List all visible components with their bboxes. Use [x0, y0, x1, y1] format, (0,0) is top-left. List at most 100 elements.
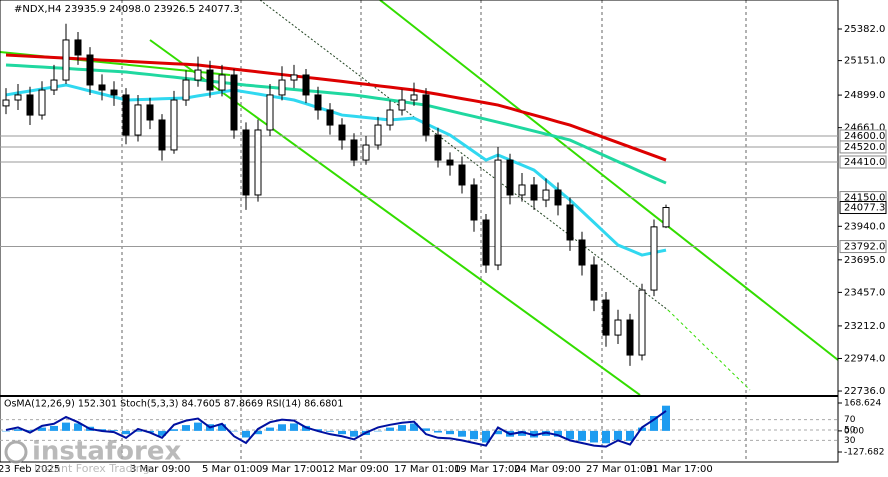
- x-tick-label: 12 Mar 09:00: [322, 464, 389, 475]
- osma-bar: [62, 422, 70, 431]
- candle-body: [482, 219, 490, 266]
- candle-body: [98, 84, 106, 91]
- candle-body: [662, 207, 670, 228]
- candle-body: [554, 189, 562, 206]
- rsi-line: [5, 410, 667, 448]
- candle-body: [86, 54, 94, 86]
- osma-bar: [218, 424, 226, 431]
- osma-bar: [2, 430, 10, 432]
- candle-body: [590, 264, 598, 301]
- candle-body: [458, 164, 466, 186]
- candle-body: [374, 124, 382, 146]
- level-box: [839, 140, 887, 154]
- candle-body: [422, 94, 430, 136]
- candle-body: [158, 119, 166, 151]
- candle-body: [578, 239, 586, 266]
- osma-bar: [278, 424, 286, 431]
- trend-line: [259, 0, 669, 311]
- candle-body: [62, 39, 70, 81]
- x-tick-label: 24 Mar 09:00: [514, 464, 581, 475]
- osma-bar: [26, 430, 34, 431]
- y-tick-label: 23457.0: [844, 287, 885, 298]
- osma-bar: [50, 425, 58, 431]
- candle-body: [518, 184, 526, 196]
- candle-body: [650, 226, 658, 291]
- osma-bar: [158, 430, 166, 436]
- osma-bar: [122, 430, 130, 435]
- moving-average: [5, 83, 667, 257]
- channel-line: [379, 0, 839, 361]
- candle-body: [2, 99, 10, 107]
- osma-bar: [338, 430, 346, 435]
- x-tick-label: 27 Mar 01:00: [586, 464, 653, 475]
- candle-body: [362, 144, 370, 161]
- trend-line: [667, 309, 751, 391]
- osma-bar: [458, 430, 466, 437]
- osma-bar: [326, 430, 334, 432]
- osma-bar: [446, 430, 454, 435]
- osma-bar: [410, 423, 418, 431]
- candle-body: [74, 39, 82, 56]
- osma-bar: [266, 427, 274, 431]
- candle-body: [386, 109, 394, 126]
- y-tick-label: 24899.0: [844, 90, 885, 101]
- candle-body: [626, 319, 634, 356]
- osma-bar: [194, 422, 202, 431]
- candle-body: [290, 74, 298, 81]
- oscillator-title: OsMA(12,26,9) 152.301 Stoch(5,3,3) 84.76…: [4, 399, 343, 410]
- x-tick-label: 9 Mar 17:00: [262, 464, 322, 475]
- osma-bar: [434, 430, 442, 433]
- y2-tick-label: 168.624: [844, 399, 881, 409]
- level-box: [839, 240, 887, 254]
- x-tick-label: 19 Mar 17:00: [454, 464, 521, 475]
- moving-average: [5, 53, 667, 162]
- candle-body: [302, 74, 310, 96]
- osma-bar: [134, 430, 142, 432]
- candle-body: [614, 319, 622, 336]
- osma-bar: [662, 405, 670, 431]
- y-tick-label: 25382.0: [844, 24, 885, 35]
- level-label: 24520.0: [844, 142, 885, 153]
- level-label: 23792.0: [844, 242, 885, 253]
- candle-body: [134, 104, 142, 136]
- candle-body: [326, 109, 334, 126]
- candle-body: [410, 94, 418, 101]
- candle-body: [206, 69, 214, 91]
- osma-bar: [182, 425, 190, 431]
- osma-bar: [518, 430, 526, 436]
- osma-bar: [170, 429, 178, 431]
- y-tick-label: 23212.0: [844, 321, 885, 332]
- osma-bar: [470, 430, 478, 440]
- osma-bar: [614, 430, 622, 440]
- osma-bar: [578, 430, 586, 441]
- candle-body: [446, 159, 454, 166]
- osma-bar: [230, 430, 238, 432]
- watermark-tagline: Instant Forex Trading: [34, 462, 150, 475]
- y-tick-label: 25151.0: [844, 56, 885, 67]
- osma-bar: [374, 430, 382, 432]
- candle-body: [530, 184, 538, 201]
- candle-body: [230, 74, 238, 131]
- candle-body: [494, 159, 502, 266]
- osma-bar: [14, 429, 22, 431]
- y-tick-label: 24661.0: [844, 123, 885, 134]
- plot-frame: [0, 0, 839, 463]
- price-box: [839, 201, 887, 215]
- osma-bar: [74, 423, 82, 431]
- osma-bar: [566, 430, 574, 440]
- x-tick-label: 3 Mar 09:00: [130, 464, 190, 475]
- osma-bar: [494, 430, 502, 435]
- watermark: instaforex Instant Forex Trading: [4, 437, 182, 475]
- candle-body: [470, 184, 478, 221]
- y-tick-label: 23695.0: [844, 255, 885, 266]
- x-tick-label: 23 Feb 2025: [0, 464, 60, 475]
- osma-bar: [398, 425, 406, 431]
- level-box: [839, 155, 887, 169]
- osma-bar: [482, 430, 490, 443]
- y-tick-label: 22974.0: [844, 353, 885, 364]
- candle-body: [50, 79, 58, 91]
- osma-bar: [386, 427, 394, 431]
- level-label: 24150.0: [844, 193, 885, 204]
- osma-bar: [38, 427, 46, 431]
- y-tick-label: 50: [844, 426, 856, 436]
